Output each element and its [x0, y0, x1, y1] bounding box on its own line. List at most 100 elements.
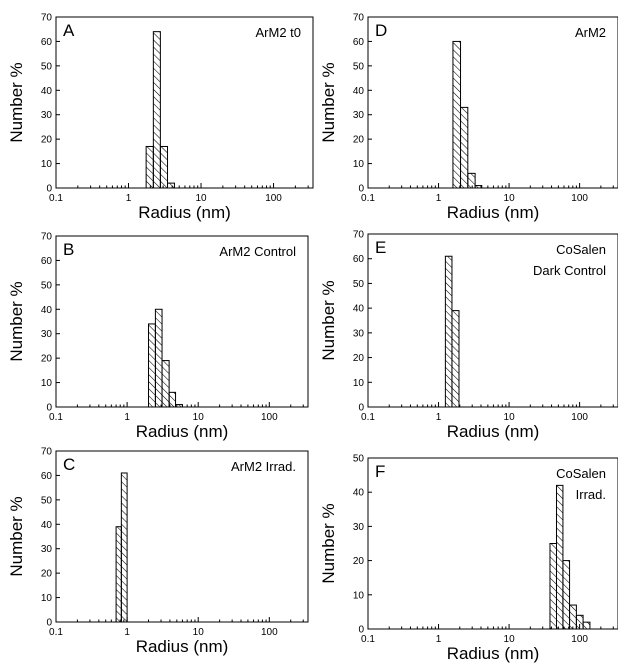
- x-tick-label: 0.1: [49, 627, 63, 638]
- y-tick-label: 50: [353, 279, 365, 290]
- x-tick-label: 10: [504, 412, 516, 423]
- histogram-bar: [444, 255, 453, 408]
- histogram-bar: [115, 526, 122, 623]
- x-tick-label: 0.1: [49, 193, 63, 204]
- y-tick-label: 30: [353, 328, 365, 339]
- x-tick-label: 100: [261, 627, 278, 638]
- plot-frame: [367, 457, 618, 630]
- y-tick-label: 70: [353, 13, 365, 24]
- y-tick-label: 70: [353, 230, 365, 241]
- x-axis-label: Radius (nm): [138, 203, 231, 222]
- histogram-bar: [148, 323, 156, 408]
- panel-b: 0 10 20 30 40 50 60 70 0.1 1 10 100 Radius (nm) Numbe…: [7, 232, 309, 441]
- x-tick-label: 10: [193, 627, 205, 638]
- histogram-bar: [167, 182, 175, 189]
- y-tick-label: 60: [353, 254, 365, 265]
- histogram-bar: [452, 40, 462, 189]
- histogram-bar: [549, 543, 557, 630]
- panel-letter: E: [375, 238, 386, 257]
- histogram-bar: [168, 391, 177, 408]
- y-tick-label: 60: [353, 37, 365, 48]
- y-tick-label: 70: [41, 232, 53, 243]
- y-tick-label: 20: [353, 135, 365, 146]
- x-tick-label: 10: [195, 193, 207, 204]
- x-tick-label: 100: [265, 193, 282, 204]
- panel-title: ArM2 Control: [219, 244, 296, 259]
- y-tick-label: 10: [41, 378, 53, 389]
- panel-f: 0 10 20 30 40 50 0.1 1 10 100 Radius (nm) Number % F…: [319, 454, 618, 663]
- x-tick-label: 0.1: [361, 634, 375, 645]
- histogram-bar: [460, 106, 469, 189]
- y-tick-label: 10: [41, 593, 53, 604]
- y-tick-label: 30: [41, 329, 53, 340]
- x-axis-label: Radius (nm): [136, 637, 229, 656]
- histogram-bar: [451, 310, 460, 408]
- x-tick-label: 100: [571, 193, 588, 204]
- histogram-bar: [562, 560, 571, 630]
- histogram-bar: [161, 360, 170, 408]
- y-tick-label: 30: [41, 110, 53, 121]
- y-tick-label: 30: [41, 544, 53, 555]
- histogram-bar: [467, 172, 476, 189]
- histogram-bar: [474, 185, 483, 189]
- histogram-bar: [575, 614, 584, 630]
- histogram-bar: [175, 404, 183, 408]
- x-tick-label: 1: [124, 412, 130, 423]
- panel-letter: F: [375, 462, 385, 481]
- panel-title: CoSalen: [556, 466, 606, 481]
- y-axis-label: Number %: [319, 280, 338, 360]
- plot-frame: [55, 450, 309, 623]
- y-tick-label: 50: [41, 61, 53, 72]
- y-axis-label: Number %: [7, 62, 26, 142]
- panel-title: ArM2 Irrad.: [231, 459, 296, 474]
- x-tick-label: 0.1: [361, 193, 375, 204]
- histogram-bar: [154, 308, 163, 408]
- x-tick-label: 10: [193, 412, 205, 423]
- y-tick-label: 0: [46, 184, 52, 195]
- panel-e: 0 10 20 30 40 50 60 70 0.1 1 10 100 Radius (nm) Numbe…: [319, 230, 618, 441]
- panel-title: ArM2 t0: [255, 25, 301, 40]
- y-tick-label: 0: [358, 184, 364, 195]
- y-tick-label: 10: [41, 159, 53, 170]
- x-tick-label: 100: [571, 412, 588, 423]
- y-tick-label: 0: [358, 625, 364, 636]
- y-tick-label: 60: [41, 471, 53, 482]
- x-tick-label: 1: [436, 634, 442, 645]
- panel-title: CoSalen: [556, 242, 606, 257]
- y-tick-label: 10: [353, 159, 365, 170]
- panel-a: 0 10 20 30 40 50 60 70 0.1 1 10 100 Radius (nm) Numbe…: [7, 13, 314, 222]
- y-axis-label: Number %: [7, 281, 26, 361]
- x-tick-label: 1: [436, 193, 442, 204]
- x-tick-label: 100: [261, 412, 278, 423]
- y-tick-label: 60: [41, 37, 53, 48]
- plot-frame: [55, 16, 314, 189]
- y-tick-label: 30: [353, 110, 365, 121]
- y-tick-label: 10: [353, 378, 365, 389]
- panel-title: ArM2: [575, 25, 606, 40]
- y-tick-label: 50: [353, 61, 365, 72]
- histogram-bar: [120, 472, 128, 623]
- panel-letter: C: [63, 455, 75, 474]
- panel-title: Dark Control: [533, 263, 606, 278]
- y-tick-label: 0: [358, 403, 364, 414]
- plot-frame: [367, 233, 618, 408]
- histogram-bar: [555, 484, 564, 630]
- x-axis-label: Radius (nm): [447, 203, 540, 222]
- x-tick-label: 100: [571, 634, 588, 645]
- panel-d: 0 10 20 30 40 50 60 70 0.1 1 10 100 Radius (nm) Numbe…: [319, 13, 618, 222]
- y-tick-label: 70: [41, 13, 53, 24]
- y-tick-label: 40: [353, 304, 365, 315]
- x-axis-label: Radius (nm): [447, 422, 540, 441]
- y-tick-label: 20: [41, 135, 53, 146]
- histogram-bar: [582, 621, 591, 630]
- panel-c: 0 10 20 30 40 50 60 70 0.1 1 10 100 Radius (nm) Numbe…: [7, 447, 309, 656]
- histogram-bar: [152, 31, 161, 189]
- y-tick-label: 40: [353, 488, 365, 499]
- plot-frame: [367, 16, 618, 189]
- panel-letter: B: [63, 240, 74, 259]
- x-tick-label: 1: [124, 627, 130, 638]
- y-tick-label: 40: [41, 86, 53, 97]
- y-tick-label: 60: [41, 256, 53, 267]
- y-tick-label: 70: [41, 447, 53, 458]
